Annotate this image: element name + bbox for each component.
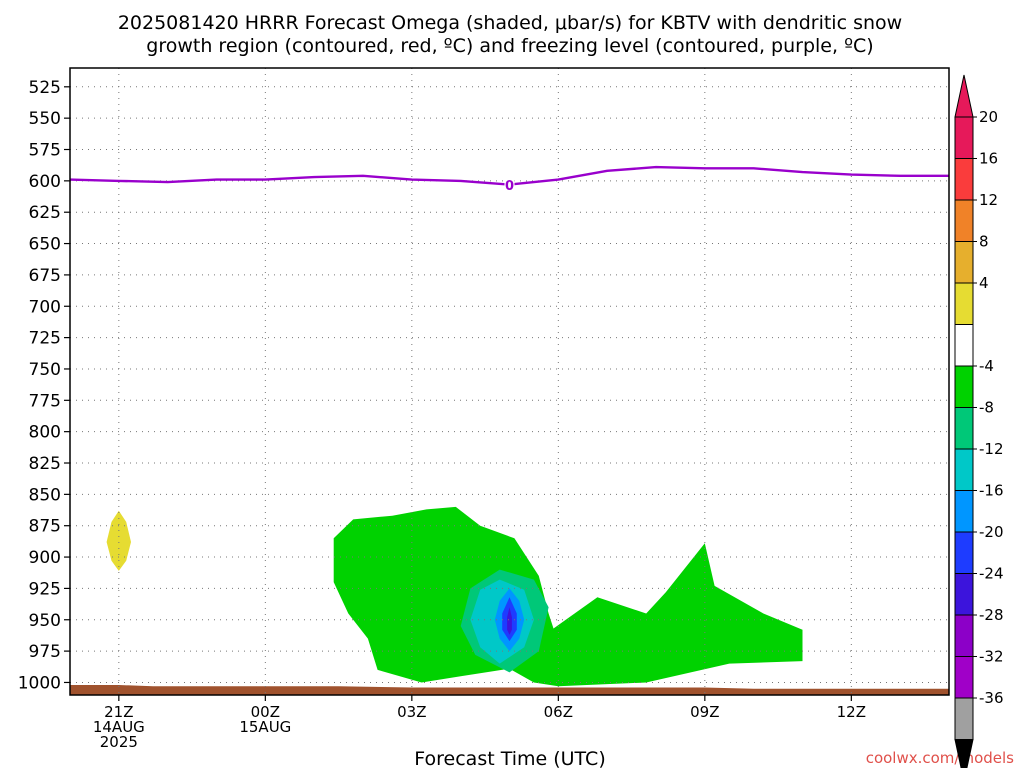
terrain-layer bbox=[70, 685, 949, 695]
chart-title: 2025081420 HRRR Forecast Omega (shaded, … bbox=[118, 12, 902, 57]
colorbar-bin bbox=[954, 282, 974, 325]
y-tick-label: 600 bbox=[29, 172, 61, 192]
colorbar-bin bbox=[954, 241, 974, 284]
omega-region-0 bbox=[106, 510, 131, 571]
freezing-level-label: 0 bbox=[505, 179, 514, 194]
colorbar: 20 16 12 8 4 -4 -8 -12 -16 -20 -24 -28 -32 -36 bbox=[954, 74, 1004, 768]
x-tick-label: 2025 bbox=[100, 733, 138, 751]
y-tick-label: 750 bbox=[29, 360, 61, 380]
colorbar-label: -20 bbox=[979, 523, 1004, 541]
colorbar-label: -12 bbox=[979, 440, 1004, 458]
colorbar-label: -4 bbox=[979, 357, 994, 375]
colorbar-bin bbox=[954, 697, 974, 740]
y-tick-label: 675 bbox=[29, 266, 61, 286]
colorbar-label: 12 bbox=[979, 191, 998, 209]
x-axis-title: Forecast Time (UTC) bbox=[414, 748, 605, 768]
x-tick-label: 21Z bbox=[104, 703, 133, 721]
x-tick-label: 15AUG bbox=[239, 718, 291, 736]
omega-region-1 bbox=[333, 506, 803, 687]
y-tick-label: 575 bbox=[29, 141, 61, 161]
colorbar-bin bbox=[954, 158, 974, 201]
title-line-1: 2025081420 HRRR Forecast Omega (shaded, … bbox=[118, 12, 902, 34]
y-tick-label: 625 bbox=[29, 203, 61, 223]
x-tick-label: 09Z bbox=[690, 703, 719, 721]
y-tick-label: 850 bbox=[29, 485, 61, 505]
y-tick-label: 650 bbox=[29, 235, 61, 255]
y-tick-label: 975 bbox=[29, 642, 61, 662]
colorbar-bin bbox=[954, 365, 974, 408]
colorbar-label: 20 bbox=[979, 108, 998, 126]
y-tick-label: 700 bbox=[29, 297, 61, 317]
x-tick-label: 14AUG bbox=[93, 718, 145, 736]
colorbar-bin bbox=[954, 324, 974, 367]
colorbar-label: 16 bbox=[979, 150, 998, 168]
x-tick-label: 03Z bbox=[397, 703, 426, 721]
plot-frame bbox=[69, 67, 950, 696]
colorbar-bin bbox=[954, 490, 974, 533]
y-tick-label: 1000 bbox=[18, 673, 61, 693]
omega-region-6 bbox=[507, 607, 512, 635]
colorbar-bin bbox=[954, 573, 974, 616]
colorbar-label: -28 bbox=[979, 606, 1004, 624]
colorbar-bin bbox=[954, 407, 974, 450]
credit-text: coolwx.com/models bbox=[866, 749, 1014, 767]
y-tick-label: 725 bbox=[29, 329, 61, 349]
colorbar-label: -8 bbox=[979, 399, 994, 417]
grid-layer bbox=[70, 68, 949, 695]
y-axis: 525 550 575 600 625 650 675 700 725 750 775 800 825 8… bbox=[18, 78, 70, 693]
x-tick-label: 00Z bbox=[251, 703, 280, 721]
colorbar-top-triangle bbox=[954, 74, 974, 118]
freezing-label-bg bbox=[504, 177, 515, 192]
colorbar-bin bbox=[954, 614, 974, 657]
colorbar-bin bbox=[954, 448, 974, 491]
colorbar-bottom-triangle bbox=[954, 739, 974, 768]
colorbar-label: -36 bbox=[979, 689, 1004, 707]
terrain-fill bbox=[70, 685, 949, 695]
colorbar-label: 4 bbox=[979, 274, 989, 292]
omega-shading-layer bbox=[106, 506, 803, 687]
y-tick-label: 950 bbox=[29, 611, 61, 631]
y-tick-label: 900 bbox=[29, 548, 61, 568]
colorbar-label: -24 bbox=[979, 565, 1004, 583]
y-tick-label: 825 bbox=[29, 454, 61, 474]
colorbar-bin bbox=[954, 531, 974, 574]
colorbar-bin bbox=[954, 656, 974, 699]
colorbar-label: 8 bbox=[979, 233, 989, 251]
y-tick-label: 925 bbox=[29, 579, 61, 599]
freezing-level-layer: 0 bbox=[70, 165, 949, 194]
y-tick-label: 550 bbox=[29, 109, 61, 129]
colorbar-bin bbox=[954, 116, 974, 159]
colorbar-bin bbox=[954, 199, 974, 242]
y-tick-label: 525 bbox=[29, 78, 61, 98]
y-tick-label: 800 bbox=[29, 423, 61, 443]
title-line-2: growth region (contoured, red, ºC) and f… bbox=[146, 35, 873, 57]
x-tick-label: 12Z bbox=[837, 703, 866, 721]
colorbar-label: -16 bbox=[979, 482, 1004, 500]
colorbar-label: -32 bbox=[979, 648, 1004, 666]
y-tick-label: 775 bbox=[29, 391, 61, 411]
y-tick-label: 875 bbox=[29, 517, 61, 537]
x-tick-label: 06Z bbox=[544, 703, 573, 721]
